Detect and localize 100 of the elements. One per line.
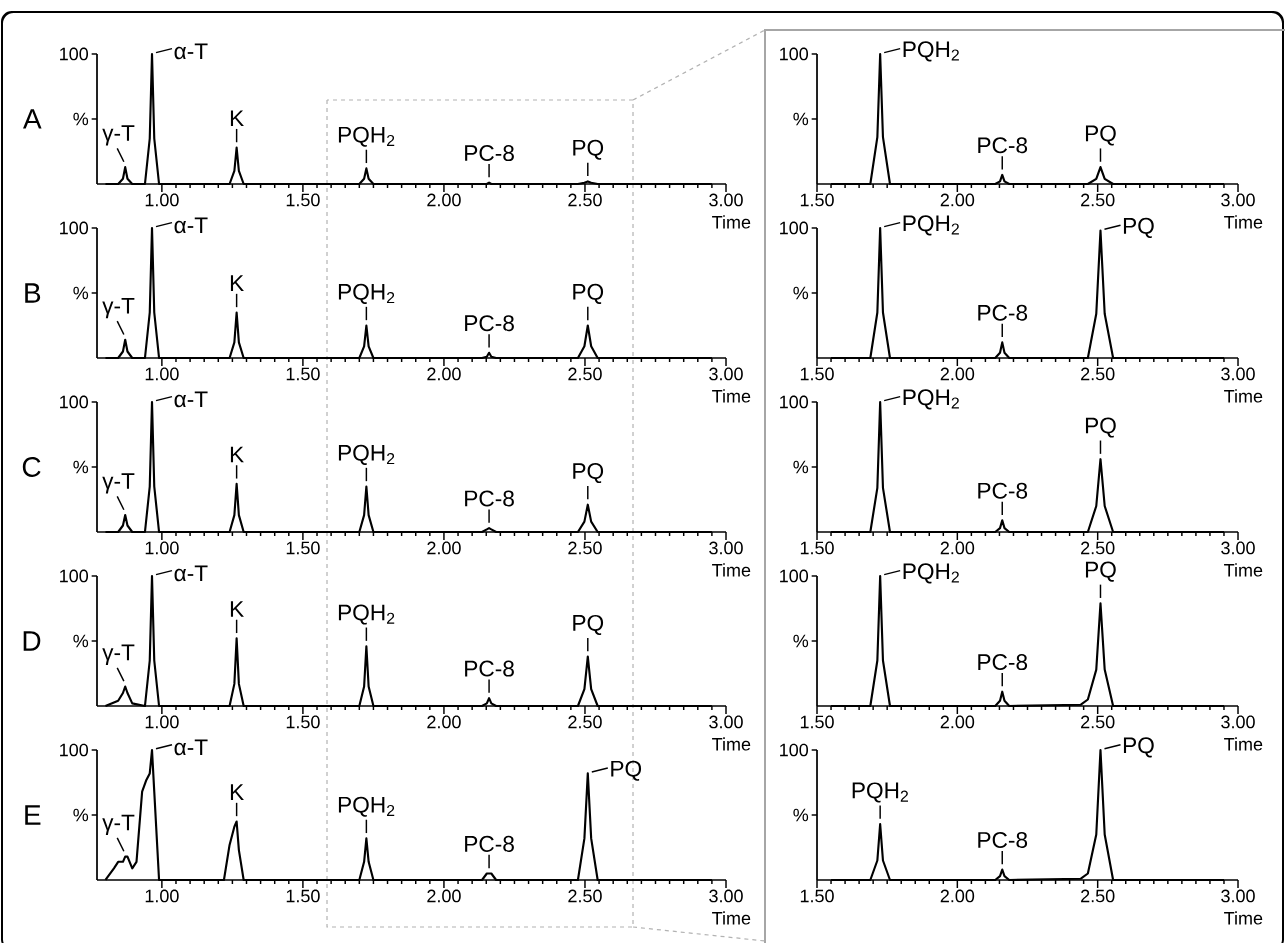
annotation: α-T xyxy=(174,43,208,60)
x-tick-label: 3.00 xyxy=(1221,889,1255,903)
x-axis-title: Time xyxy=(1224,215,1263,229)
annotation: PQH$_{2}$ xyxy=(338,604,395,625)
x-tick-label: 1.50 xyxy=(800,541,834,555)
x-tick-label: 3.00 xyxy=(709,715,743,729)
text: 100 xyxy=(60,743,89,757)
annotation: PC-8 xyxy=(465,660,514,677)
x-tick-label: 1.50 xyxy=(800,367,834,381)
annotation: PQ xyxy=(1085,561,1116,582)
text: 100 xyxy=(780,395,809,409)
annotation: PQ xyxy=(573,462,604,484)
x-tick-label: 1.50 xyxy=(286,193,320,207)
x-tick-label: 2.50 xyxy=(1081,541,1115,555)
x-tick-label: 2.00 xyxy=(427,889,461,903)
x-tick-label: 2.50 xyxy=(1081,715,1115,729)
x-tick-label: 2.00 xyxy=(427,541,461,555)
annotation: PQ xyxy=(1123,737,1154,758)
x-tick-label: 2.50 xyxy=(568,367,602,381)
annotation: K xyxy=(230,784,244,800)
text: % xyxy=(793,286,809,300)
x-tick-label: 1.00 xyxy=(145,889,179,903)
text: % xyxy=(793,808,809,822)
text: D xyxy=(23,631,41,651)
x-tick-label: 1.00 xyxy=(145,715,179,729)
x-axis-title: Time xyxy=(1224,563,1263,577)
text: A xyxy=(23,109,42,129)
x-tick-label: 2.00 xyxy=(940,367,975,381)
annotation: PQH$_{2}$ xyxy=(903,215,959,236)
x-tick-label: 1.00 xyxy=(145,367,179,381)
annotation: PQ xyxy=(573,139,604,160)
text: 100 xyxy=(780,47,809,61)
annotation: PQ xyxy=(1085,125,1116,146)
x-tick-label: 3.00 xyxy=(1221,541,1255,555)
x-tick-label: 1.50 xyxy=(800,715,834,729)
text: 100 xyxy=(780,569,809,583)
annotation: PQ xyxy=(611,760,642,781)
x-tick-label: 2.50 xyxy=(1081,367,1115,381)
annotation: γ-T xyxy=(102,814,135,835)
annotation: PQH$_{2}$ xyxy=(852,782,908,803)
annotation: PC-8 xyxy=(978,137,1028,154)
text: 100 xyxy=(60,569,89,583)
x-axis-title: Time xyxy=(712,737,751,751)
text: % xyxy=(793,460,809,474)
annotation: γ-T xyxy=(102,473,135,494)
x-tick-label: 1.50 xyxy=(800,193,834,207)
x-tick-label: 2.50 xyxy=(568,541,602,555)
x-tick-label: 3.00 xyxy=(709,889,743,903)
text: 100 xyxy=(60,221,89,235)
annotation: K xyxy=(230,601,244,617)
annotation: α-T xyxy=(174,217,208,234)
text: 100 xyxy=(780,743,809,757)
annotation: PQH$_{2}$ xyxy=(903,41,959,62)
annotation: PQH$_{2}$ xyxy=(338,126,395,147)
x-axis-title: Time xyxy=(712,911,751,925)
x-axis-title: Time xyxy=(712,389,751,403)
annotation: PC-8 xyxy=(465,835,514,852)
x-tick-label: 2.00 xyxy=(940,889,975,903)
annotation: PQH$_{2}$ xyxy=(903,389,959,410)
x-tick-label: 1.00 xyxy=(145,193,179,207)
x-tick-label: 1.50 xyxy=(286,889,320,903)
annotation: PC-8 xyxy=(978,831,1028,849)
annotation: PC-8 xyxy=(978,654,1028,671)
x-axis-title: Time xyxy=(712,563,751,577)
annotation: PQ xyxy=(1085,417,1116,438)
annotation: PC-8 xyxy=(465,315,514,332)
x-axis-title: Time xyxy=(712,215,751,229)
text: % xyxy=(73,808,89,822)
annotation: α-T xyxy=(174,739,208,756)
annotation: γ-T xyxy=(102,644,135,665)
annotation: α-T xyxy=(174,565,208,582)
text: 100 xyxy=(780,221,809,235)
annotation: PQ xyxy=(573,283,604,304)
x-tick-label: 2.00 xyxy=(940,541,975,555)
annotation: PQH$_{2}$ xyxy=(338,796,395,817)
text: 100 xyxy=(60,395,89,409)
x-tick-label: 2.00 xyxy=(940,715,975,729)
x-tick-label: 2.00 xyxy=(427,367,461,381)
x-tick-label: 3.00 xyxy=(1221,193,1255,207)
x-tick-label: 2.00 xyxy=(427,715,461,729)
annotation: PQH$_{2}$ xyxy=(338,444,395,465)
annotation: γ-T xyxy=(102,125,135,146)
annotation: PQ xyxy=(573,614,604,635)
text: % xyxy=(73,460,89,474)
x-tick-label: 1.00 xyxy=(145,541,179,555)
x-tick-label: 3.00 xyxy=(709,193,743,207)
x-tick-label: 2.50 xyxy=(1081,193,1115,207)
annotation: PC-8 xyxy=(465,145,514,162)
annotation: K xyxy=(230,446,244,463)
text: E xyxy=(25,805,41,825)
x-tick-label: 3.00 xyxy=(709,541,743,555)
x-tick-label: 2.50 xyxy=(568,193,602,207)
annotation: K xyxy=(230,110,244,126)
annotation: PQH$_{2}$ xyxy=(903,563,959,584)
x-axis-title: Time xyxy=(1224,911,1263,925)
x-tick-label: 2.00 xyxy=(427,193,461,207)
text: % xyxy=(793,112,809,126)
x-tick-label: 2.50 xyxy=(568,715,602,729)
x-tick-label: 2.50 xyxy=(1081,889,1115,903)
annotation: PQH$_{2}$ xyxy=(338,283,395,304)
